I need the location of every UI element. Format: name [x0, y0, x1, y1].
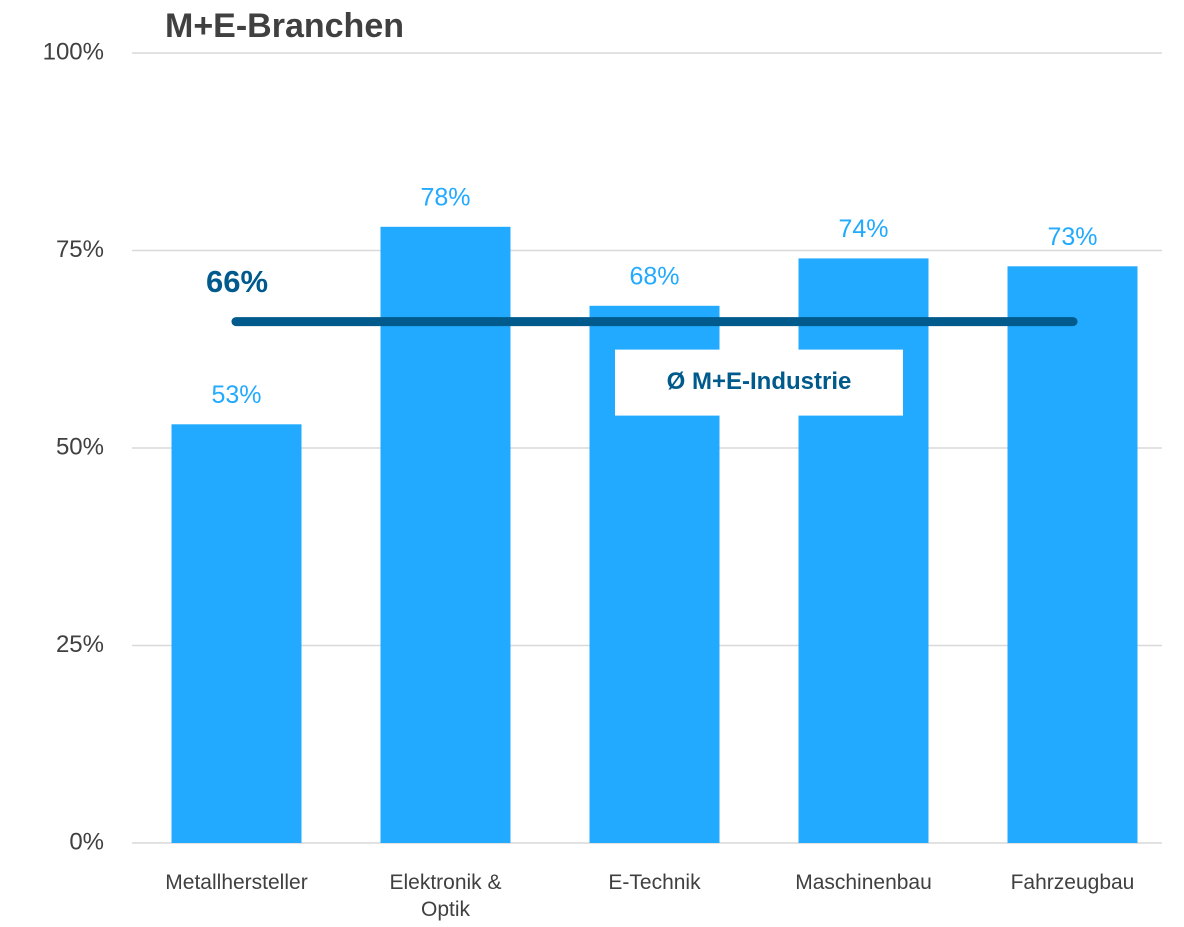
x-tick-label: Maschinenbau: [795, 871, 932, 894]
legend-box: [615, 349, 903, 416]
legend-label: Ø M+E-Industrie: [667, 368, 852, 395]
x-tick-label: Metallhersteller: [165, 871, 308, 894]
bar: [798, 258, 929, 843]
x-tick-label: E-Technik: [608, 871, 701, 894]
y-tick-label: 25%: [56, 631, 104, 658]
y-tick-label: 75%: [56, 236, 104, 263]
bar: [171, 424, 302, 843]
value-label: 78%: [420, 183, 470, 211]
y-tick-label: 0%: [69, 828, 104, 855]
y-tick-label: 50%: [56, 433, 104, 460]
value-label: 68%: [629, 262, 679, 290]
x-tick-label: Fahrzeugbau: [1010, 871, 1135, 894]
bar: [1007, 266, 1138, 843]
x-tick-label: Elektronik & Optik: [389, 871, 502, 921]
value-label: 53%: [211, 381, 261, 409]
value-label: 73%: [1047, 223, 1097, 251]
chart-title: M+E-Branchen: [165, 7, 404, 45]
bar: [380, 226, 511, 844]
y-tick-label: 100%: [43, 38, 104, 65]
value-label: 74%: [838, 215, 888, 243]
average-label: 66%: [206, 264, 268, 299]
